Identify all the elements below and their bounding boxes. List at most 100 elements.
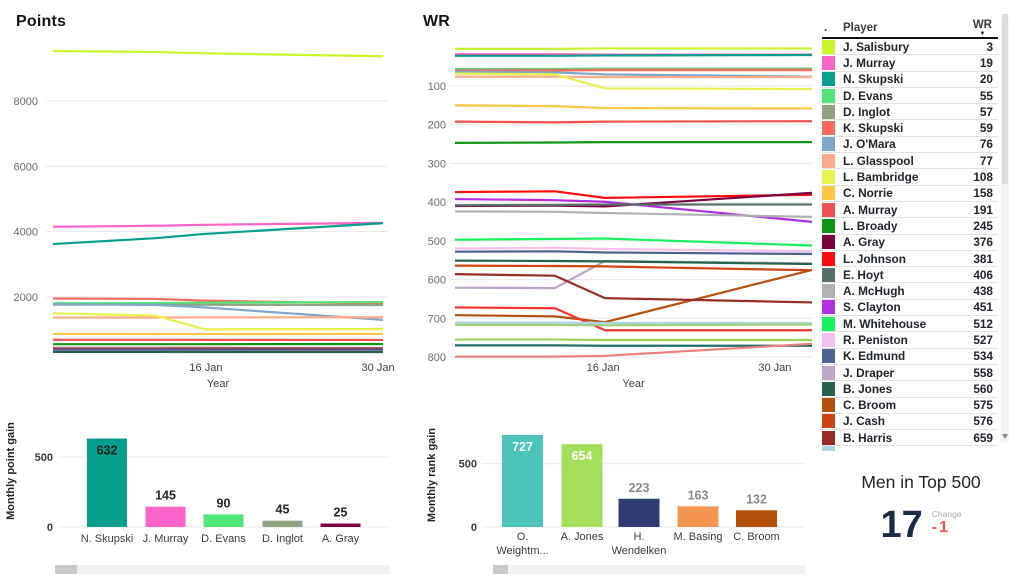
line-K. Edmund[interactable] — [454, 250, 813, 256]
line-R. Peniston[interactable] — [454, 246, 813, 253]
bar-H. Wendelken[interactable] — [618, 498, 660, 527]
line-A. McHugh[interactable] — [454, 210, 813, 218]
bar-value-label: 132 — [746, 492, 767, 506]
column-header-wr[interactable]: WR ▼ — [972, 19, 992, 37]
line-series[interactable] — [455, 342, 813, 358]
line-K. Skupski[interactable] — [454, 69, 812, 73]
table-row[interactable]: A. Gray 376 — [822, 235, 998, 251]
line-A. Murray[interactable] — [454, 120, 813, 124]
table-row[interactable]: M. Whitehouse 512 — [822, 316, 998, 333]
line-B. Harris[interactable] — [454, 273, 813, 304]
card-change-label: Change — [931, 509, 962, 519]
bar-D. Evans[interactable] — [203, 514, 244, 527]
line-J. Salisbury[interactable] — [52, 49, 384, 58]
scrollbar-thumb[interactable] — [55, 565, 77, 574]
y-tick-label: 0 — [47, 522, 53, 534]
table-row[interactable]: B. Jones 560 — [822, 381, 998, 398]
line-C. Broom[interactable] — [454, 268, 813, 324]
player-color-swatch — [822, 300, 835, 315]
bar-value-label: 145 — [155, 489, 176, 503]
point-gain-scrollbar[interactable] — [55, 565, 390, 574]
bar-A. Jones[interactable] — [561, 444, 603, 527]
line-L. Bambridge[interactable] — [52, 312, 384, 331]
table-row[interactable]: J. Draper 558 — [822, 365, 998, 382]
line-series[interactable] — [455, 323, 813, 327]
column-header-color[interactable]: . — [824, 22, 828, 34]
card-change: Change -1 — [932, 507, 962, 537]
bar-O. Weightm...[interactable] — [502, 434, 543, 527]
line-C. Norrie[interactable] — [454, 104, 813, 110]
line-N. Skupski[interactable] — [52, 222, 384, 246]
table-row[interactable]: R. Peniston 527 — [822, 332, 998, 349]
scrollbar-thumb[interactable] — [1002, 14, 1008, 184]
bar-M. Basing[interactable] — [677, 506, 719, 527]
y-tick-label: 500 — [459, 459, 477, 471]
table-row[interactable]: D. Evans 55 — [822, 88, 998, 105]
table-row[interactable]: K. Skupski 59 — [822, 120, 998, 137]
wr-line-chart: 100 200 300 400 500 600 700 800 16 Jan 30 Jan Year — [428, 47, 813, 390]
table-row[interactable]: D. Inglot 57 — [822, 104, 998, 121]
table-row[interactable]: K. Edmund 534 — [822, 349, 998, 365]
bar-C. Broom[interactable] — [736, 510, 777, 527]
bar-value-label: 45 — [276, 503, 290, 517]
bar-A. Gray[interactable] — [320, 523, 361, 528]
player-name: N. Skupski — [843, 72, 904, 87]
player-wr: 438 — [973, 284, 993, 299]
player-color-swatch — [822, 137, 835, 152]
line-L. Bambridge[interactable] — [454, 72, 813, 91]
player-color-swatch — [822, 349, 835, 364]
table-row[interactable]: C. Broom 575 — [822, 398, 998, 414]
bar-N. Skupski[interactable] — [87, 438, 127, 527]
table-row[interactable]: C. Norrie 158 — [822, 186, 998, 202]
table-row[interactable]: J. Cash 576 — [822, 414, 998, 431]
bar-D. Inglot[interactable] — [262, 520, 303, 527]
table-row[interactable]: A. McHugh 438 — [822, 283, 998, 300]
line-E. Hoyt[interactable] — [454, 203, 812, 207]
card-value: 17 — [880, 504, 923, 546]
player-name: J. Murray — [843, 55, 896, 70]
table-row[interactable]: J. O'Mara 76 — [822, 137, 998, 154]
line-D. Evans[interactable] — [52, 300, 384, 305]
table-row[interactable]: L. Broady 245 — [822, 218, 998, 235]
player-name: J. Cash — [843, 414, 885, 429]
column-header-player[interactable]: Player — [843, 22, 878, 34]
line-J. Cash[interactable] — [454, 264, 813, 272]
player-wr: 558 — [973, 365, 993, 380]
bar-category-label: M. Basing — [674, 531, 723, 543]
player-color-swatch — [822, 170, 835, 185]
line-N. Skupski[interactable] — [455, 53, 813, 57]
wr-chart-title: WR — [423, 13, 451, 30]
line-L. Broady[interactable] — [454, 141, 812, 145]
scroll-down-icon[interactable] — [1002, 434, 1008, 439]
player-wr: 59 — [979, 121, 993, 136]
line-B. Jones[interactable] — [454, 259, 813, 266]
line-M. Whitehouse[interactable] — [454, 237, 813, 247]
table-row[interactable]: L. Johnson 381 — [822, 251, 998, 268]
player-color-swatch — [822, 267, 835, 282]
line-series[interactable] — [454, 306, 812, 332]
table-row[interactable]: L. Bambridge 108 — [822, 169, 998, 186]
line-L. Johnson[interactable] — [454, 190, 813, 199]
table-row[interactable]: L. Glasspool 77 — [822, 153, 998, 170]
bar-category-label: J. Murray — [143, 533, 189, 545]
bar-J. Murray[interactable] — [145, 506, 186, 527]
line-J. O'Mara[interactable] — [52, 303, 384, 321]
scrollbar-thumb[interactable] — [493, 565, 508, 574]
table-row[interactable]: A. Murray 191 — [822, 202, 998, 219]
rank-gain-scrollbar[interactable] — [493, 565, 805, 574]
table-row[interactable]: N. Skupski 20 — [822, 72, 998, 88]
table-row-partial[interactable] — [822, 446, 998, 452]
line-J. O'Mara[interactable] — [454, 70, 813, 78]
table-row[interactable]: S. Clayton 451 — [822, 300, 998, 317]
player-name: E. Hoyt — [843, 267, 884, 282]
table-row[interactable]: J. Murray 19 — [822, 55, 998, 72]
line-S. Clayton[interactable] — [454, 197, 813, 223]
line-J. Murray[interactable] — [52, 221, 384, 228]
bar-category-label: Weightm... — [496, 545, 548, 557]
card-title: Men in Top 500 — [861, 472, 981, 492]
table-row[interactable]: E. Hoyt 406 — [822, 267, 998, 284]
player-wr: 406 — [973, 267, 993, 282]
table-row[interactable]: B. Harris 659 — [822, 430, 998, 447]
table-row[interactable]: J. Salisbury 3 — [822, 39, 998, 56]
player-name: M. Whitehouse — [843, 316, 927, 331]
